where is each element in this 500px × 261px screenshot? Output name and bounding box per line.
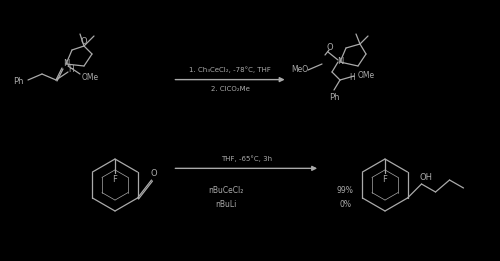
Text: OMe: OMe [82,74,98,82]
Text: H: H [349,74,355,82]
Text: 99%: 99% [336,186,353,195]
Text: nBuLi: nBuLi [216,200,237,209]
Text: OMe: OMe [358,72,374,80]
Text: O: O [80,38,87,46]
Text: F: F [382,175,388,183]
Text: OH: OH [419,174,432,182]
Text: N: N [63,60,69,68]
Text: 0%: 0% [339,200,351,209]
Text: H: H [68,66,74,74]
Text: Ph: Ph [13,78,23,86]
Text: Ph: Ph [329,93,339,103]
Text: 1. Ch₃CeCl₂, -78°C, THF: 1. Ch₃CeCl₂, -78°C, THF [189,66,271,73]
Text: MeO: MeO [292,66,308,74]
Text: O: O [150,169,157,179]
Text: THF, -65°C, 3h: THF, -65°C, 3h [220,155,272,162]
Text: F: F [112,175,117,183]
Text: nBuCeCl₂: nBuCeCl₂ [208,186,244,195]
Text: N: N [337,57,343,67]
Text: O: O [326,44,334,52]
Text: 2. ClCO₂Me: 2. ClCO₂Me [210,86,250,92]
